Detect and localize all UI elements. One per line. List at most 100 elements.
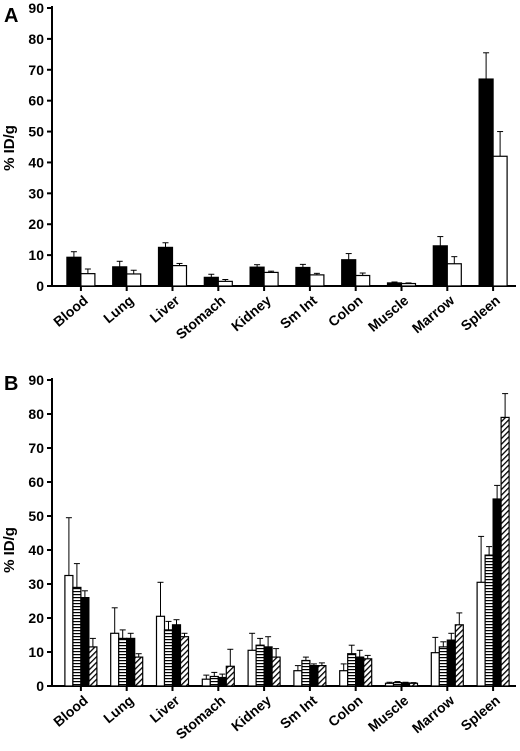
y-tick-label: 70	[28, 440, 44, 456]
bar	[66, 256, 82, 287]
bar	[263, 646, 273, 687]
bar	[134, 656, 144, 687]
x-category-label: Blood	[50, 692, 91, 730]
bar	[309, 664, 319, 687]
bar	[118, 637, 128, 687]
bar	[309, 274, 325, 287]
bar	[341, 259, 357, 287]
bar	[88, 646, 98, 687]
x-category-label: Marrow	[409, 292, 458, 336]
bar	[255, 644, 265, 687]
x-category-label: Lung	[100, 692, 136, 726]
bar	[301, 659, 311, 687]
bar	[249, 266, 265, 287]
bar	[478, 78, 494, 287]
bar	[355, 656, 365, 687]
bar	[386, 282, 403, 287]
bar	[293, 670, 303, 687]
x-category-label: Liver	[147, 292, 183, 326]
y-tick-label: 40	[28, 542, 44, 558]
bar	[408, 682, 419, 687]
y-tick-label: 70	[28, 62, 44, 78]
y-tick-label: 10	[28, 247, 44, 263]
bar	[476, 581, 486, 687]
bar	[400, 682, 411, 687]
bar	[363, 658, 373, 687]
bar	[454, 624, 464, 687]
panel-a-label: A	[4, 5, 18, 27]
y-tick-label: 0	[36, 678, 44, 694]
bar	[155, 615, 166, 687]
y-tick-label: 20	[28, 610, 44, 626]
x-category-label: Sm Int	[277, 692, 320, 732]
bar	[64, 574, 74, 687]
x-category-label: Muscle	[365, 292, 412, 335]
x-category-label: Spleen	[458, 692, 503, 734]
bar	[400, 282, 417, 287]
bar	[430, 652, 440, 687]
panel-b-y-axis-label: % ID/g	[1, 527, 18, 573]
y-tick-label: 50	[28, 124, 44, 140]
bar	[163, 629, 174, 687]
bar	[179, 636, 190, 687]
panel-b: B % ID/g 0 10 20 30 40 50 60 70 80 90 Blood Lung Liv…	[1, 372, 516, 742]
bar	[317, 664, 327, 687]
bar	[339, 670, 349, 687]
y-tick-label: 20	[28, 216, 44, 232]
x-category-label: Stomach	[173, 692, 229, 742]
x-category-label: Kidney	[228, 292, 274, 334]
y-tick-label: 90	[28, 372, 44, 388]
x-category-label: Lung	[100, 292, 136, 326]
x-category-label: Liver	[147, 692, 183, 726]
x-category-label: Spleen	[458, 292, 503, 334]
x-category-label: Stomach	[173, 292, 229, 342]
bar	[432, 245, 448, 287]
x-category-label: Colon	[325, 292, 366, 330]
bar	[295, 266, 311, 287]
bar	[80, 596, 90, 687]
bar	[247, 649, 257, 687]
bar	[355, 274, 371, 287]
y-tick-label: 90	[28, 0, 44, 16]
bar	[392, 681, 403, 687]
y-tick-label: 10	[28, 644, 44, 660]
panel-a-y-axis-label: % ID/g	[1, 125, 18, 171]
bar	[80, 273, 96, 287]
y-tick-label: 30	[28, 576, 44, 592]
bar	[209, 675, 219, 687]
bar	[446, 639, 456, 687]
y-tick-label: 80	[28, 31, 44, 47]
bar	[225, 665, 235, 687]
panel-a-plot: 0 10 20 30 40 50 60 70 80 90 Blood Lung LiverStomach…	[28, 0, 516, 342]
panel-a: A % ID/g 0 10 20 30 40 50 60 70 80 90 Blood Lung Liv…	[1, 0, 516, 342]
bar	[171, 265, 188, 287]
y-tick-label: 50	[28, 508, 44, 524]
bar	[217, 280, 233, 287]
bar	[438, 646, 448, 687]
x-category-label: Sm Int	[277, 292, 320, 332]
bar	[110, 632, 120, 687]
bar	[492, 498, 502, 687]
bar	[217, 676, 227, 687]
x-category-label: Muscle	[365, 692, 412, 735]
panel-b-plot: 0 10 20 30 40 50 60 70 80 90 Blood Lung LiverStomach…	[28, 372, 516, 742]
bar	[126, 273, 142, 287]
bar	[492, 155, 508, 287]
y-tick-label: 40	[28, 154, 44, 170]
y-tick-label: 60	[28, 93, 44, 109]
panel-b-label: B	[4, 373, 18, 395]
y-tick-label: 80	[28, 406, 44, 422]
x-category-label: Marrow	[409, 692, 458, 736]
bar	[171, 624, 182, 687]
y-tick-label: 0	[36, 278, 44, 294]
bar	[112, 266, 128, 287]
y-tick-label: 60	[28, 474, 44, 490]
bar	[384, 682, 395, 687]
y-tick-label: 30	[28, 185, 44, 201]
bar	[203, 276, 219, 287]
x-category-label: Kidney	[228, 692, 274, 734]
bar	[500, 416, 510, 687]
x-category-label: Colon	[325, 692, 366, 730]
bar	[347, 653, 357, 687]
